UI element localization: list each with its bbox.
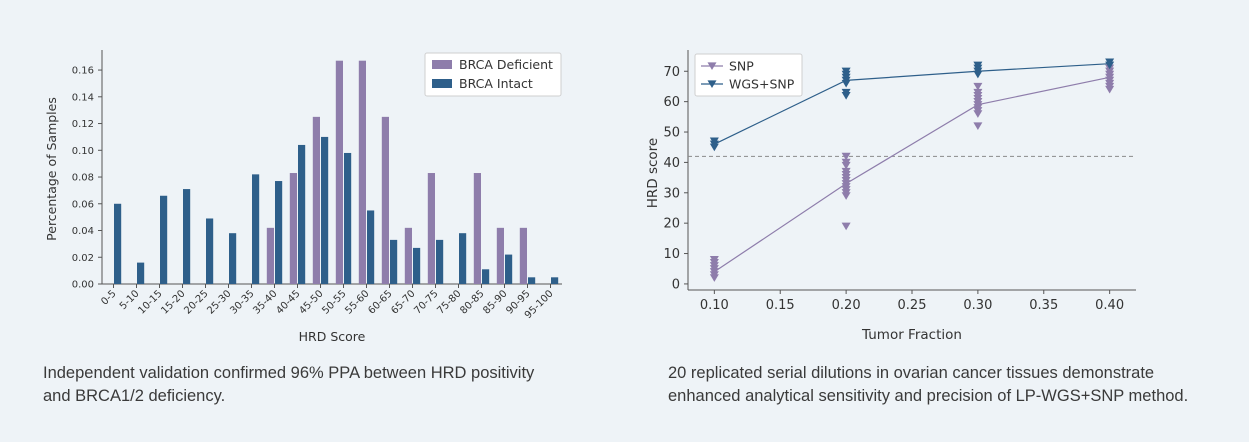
wgs-snp-marker [841, 67, 851, 76]
y-tick-label: 0.06 [72, 199, 94, 210]
y-tick-label: 30 [663, 186, 680, 201]
bar-brca-intact [436, 239, 444, 284]
bar-brca-intact [275, 181, 283, 284]
wgs-snp-line [714, 63, 1110, 145]
legend-marker-icon [707, 80, 717, 89]
bar-brca-intact [183, 189, 191, 284]
legend-box [424, 52, 562, 97]
bar-brca-deficient [289, 173, 297, 284]
legend: BRCA Deficient BRCA Intact [424, 52, 562, 97]
bar-brca-deficient [496, 227, 504, 284]
legend: SNP WGS+SNP [694, 53, 803, 97]
y-tick-label: 0.12 [72, 119, 94, 130]
bar-brca-deficient [266, 227, 274, 284]
bar-brca-intact [413, 247, 421, 284]
snp-marker [841, 167, 851, 176]
bar-brca-intact [252, 174, 260, 284]
bar-brca-intact [505, 254, 513, 284]
x-tick-label: 0.25 [898, 298, 927, 313]
legend-box [694, 53, 803, 97]
hrd-tumor-fraction-chart: 0 10 20 30 40 50 60 70 0.10 0.15 0.20 0.25 0.30 0.35 0… [645, 50, 1136, 343]
x-tick-label: 0.10 [700, 298, 729, 313]
bar-brca-intact [114, 203, 122, 284]
bar-brca-deficient [381, 116, 389, 284]
bar-brca-intact [229, 233, 237, 284]
y-tick-label: 0 [672, 277, 680, 292]
x-axis-title: Tumor Fraction [861, 327, 962, 343]
legend-marker-icon [707, 62, 717, 71]
legend-label: BRCA Intact [459, 76, 533, 91]
bar-brca-deficient [427, 173, 435, 284]
bar-brca-intact [344, 152, 352, 284]
y-tick-label: 10 [663, 247, 680, 262]
y-axis-title: HRD score [645, 138, 661, 209]
x-tick-label: 0.40 [1095, 298, 1124, 313]
bar-brca-deficient [335, 60, 343, 284]
x-tick-label: 0.30 [963, 298, 992, 313]
bar-brca-intact [298, 144, 306, 284]
y-tick-label: 0.00 [72, 280, 94, 291]
y-axis-title: Percentage of Samples [44, 97, 59, 241]
hrd-score-histogram: 0.000.020.040.060.080.100.120.140.160-5 5… [44, 50, 562, 344]
snp-marker [841, 152, 851, 161]
y-tick-label: 0.16 [72, 66, 94, 77]
snp-line [714, 76, 1110, 273]
bar-brca-deficient [358, 60, 366, 284]
snp-marker [841, 158, 851, 167]
y-tick-label: 0.14 [72, 92, 94, 103]
bar-brca-deficient [312, 116, 320, 284]
legend-swatch [432, 60, 452, 69]
y-tick-label: 70 [663, 65, 680, 80]
y-tick-label: 0.02 [72, 253, 94, 264]
snp-marker [709, 256, 719, 264]
bar-brca-deficient [473, 173, 481, 284]
snp-marker [973, 88, 983, 97]
wgs-snp-marker [841, 88, 851, 97]
bar-brca-intact [160, 195, 168, 284]
y-tick-label: 0.04 [72, 226, 94, 237]
y-tick-label: 20 [663, 217, 680, 232]
legend-label: SNP [729, 59, 754, 74]
bar-brca-intact [551, 277, 559, 284]
right-caption-line-1: 20 replicated serial dilutions in ovaria… [668, 364, 1155, 382]
legend-label: WGS+SNP [729, 77, 795, 92]
y-tick-label: 40 [663, 156, 680, 171]
wgs-snp-marker [709, 137, 719, 146]
left-caption-line-2: and BRCA1/2 deficiency. [43, 387, 226, 405]
bar-brca-intact [390, 239, 398, 284]
snp-marker [973, 82, 983, 91]
y-tick-label: 60 [663, 95, 680, 110]
bar-brca-intact [137, 262, 145, 284]
bar-brca-intact [367, 210, 375, 284]
right-caption-line-2: enhanced analytical sensitivity and prec… [668, 387, 1189, 405]
wgs-snp-marker [1105, 58, 1115, 67]
right-caption: 20 replicated serial dilutions in ovaria… [668, 362, 1228, 408]
legend-swatch [432, 79, 452, 88]
bar-brca-intact [321, 136, 329, 284]
wgs-snp-marker [973, 61, 983, 70]
x-axis-title: HRD Score [299, 329, 366, 344]
snp-marker [973, 122, 983, 130]
bar-brca-intact [459, 233, 467, 284]
y-tick-label: 0.10 [72, 146, 94, 157]
y-tick-label: 50 [663, 126, 680, 141]
bar-brca-intact [482, 269, 490, 284]
bar-brca-intact [528, 277, 536, 284]
x-tick-label: 0.20 [832, 298, 861, 313]
bar-brca-deficient [404, 227, 412, 284]
bar-brca-intact [206, 218, 214, 284]
left-caption: Independent validation confirmed 96% PPA… [43, 362, 583, 408]
left-caption-line-1: Independent validation confirmed 96% PPA… [43, 364, 535, 382]
snp-marker [841, 222, 851, 231]
y-tick-label: 0.08 [72, 173, 94, 184]
series-snp [709, 64, 1115, 282]
series-wgs-snp [709, 58, 1115, 152]
bar-brca-deficient [519, 227, 527, 284]
x-tick-label: 0.15 [766, 298, 795, 313]
legend-label: BRCA Deficient [459, 57, 553, 72]
x-tick-label: 0.35 [1029, 298, 1058, 313]
